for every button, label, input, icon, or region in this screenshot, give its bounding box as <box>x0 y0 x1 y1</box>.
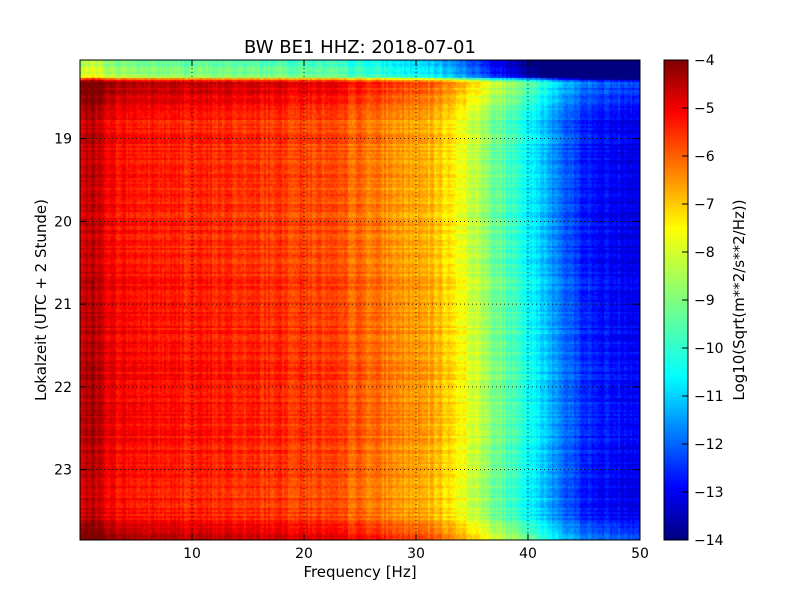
y-axis-label: Lokalzeit (UTC + 2 Stunde) <box>32 199 50 401</box>
x-axis-ticks: 10 20 30 40 50 <box>183 60 649 562</box>
x-tick-label: 10 <box>183 546 201 562</box>
y-tick-label: 19 <box>54 132 72 148</box>
y-axis-ticks: 19 20 21 22 23 <box>54 132 640 479</box>
y-tick-label: 22 <box>54 380 72 396</box>
x-tick-label: 40 <box>519 546 537 562</box>
colorbar-tick-label: −11 <box>694 389 724 405</box>
colorbar-tick-label: −4 <box>694 53 715 69</box>
colorbar-label: Log10(Sqrt(m**2/s**2/Hz)) <box>730 199 748 400</box>
colorbar-tick-label: −7 <box>694 197 715 213</box>
colorbar-tick-label: −13 <box>694 485 724 501</box>
chart-title: BW BE1 HHZ: 2018-07-01 <box>244 37 476 58</box>
y-tick-label: 20 <box>54 214 72 230</box>
grid-lines <box>80 60 640 540</box>
x-axis-label: Frequency [Hz] <box>303 563 416 581</box>
colorbar-tick-label: −6 <box>694 149 715 165</box>
y-tick-label: 23 <box>54 463 72 479</box>
colorbar-ticks: −4 −5 −6 −7 −8 −9 −10 −11 −12 −13 −14 <box>682 53 724 549</box>
plot-frame <box>79 59 641 541</box>
colorbar-tick-label: −5 <box>694 101 715 117</box>
spectrogram-image <box>80 60 640 540</box>
colorbar: −4 −5 −6 −7 −8 −9 −10 −11 −12 −13 −14 <box>663 53 724 549</box>
x-tick-label: 20 <box>295 546 313 562</box>
y-tick-label: 21 <box>54 297 72 313</box>
colorbar-tick-label: −10 <box>694 341 724 357</box>
colorbar-tick-label: −9 <box>694 293 715 309</box>
x-tick-label: 30 <box>407 546 425 562</box>
colorbar-tick-label: −12 <box>694 437 724 453</box>
colorbar-tick-label: −8 <box>694 245 715 261</box>
colorbar-tick-label: −14 <box>694 533 724 549</box>
x-tick-label: 50 <box>631 546 649 562</box>
plot-area: 10 20 30 40 50 19 20 21 22 23 <box>54 59 649 562</box>
